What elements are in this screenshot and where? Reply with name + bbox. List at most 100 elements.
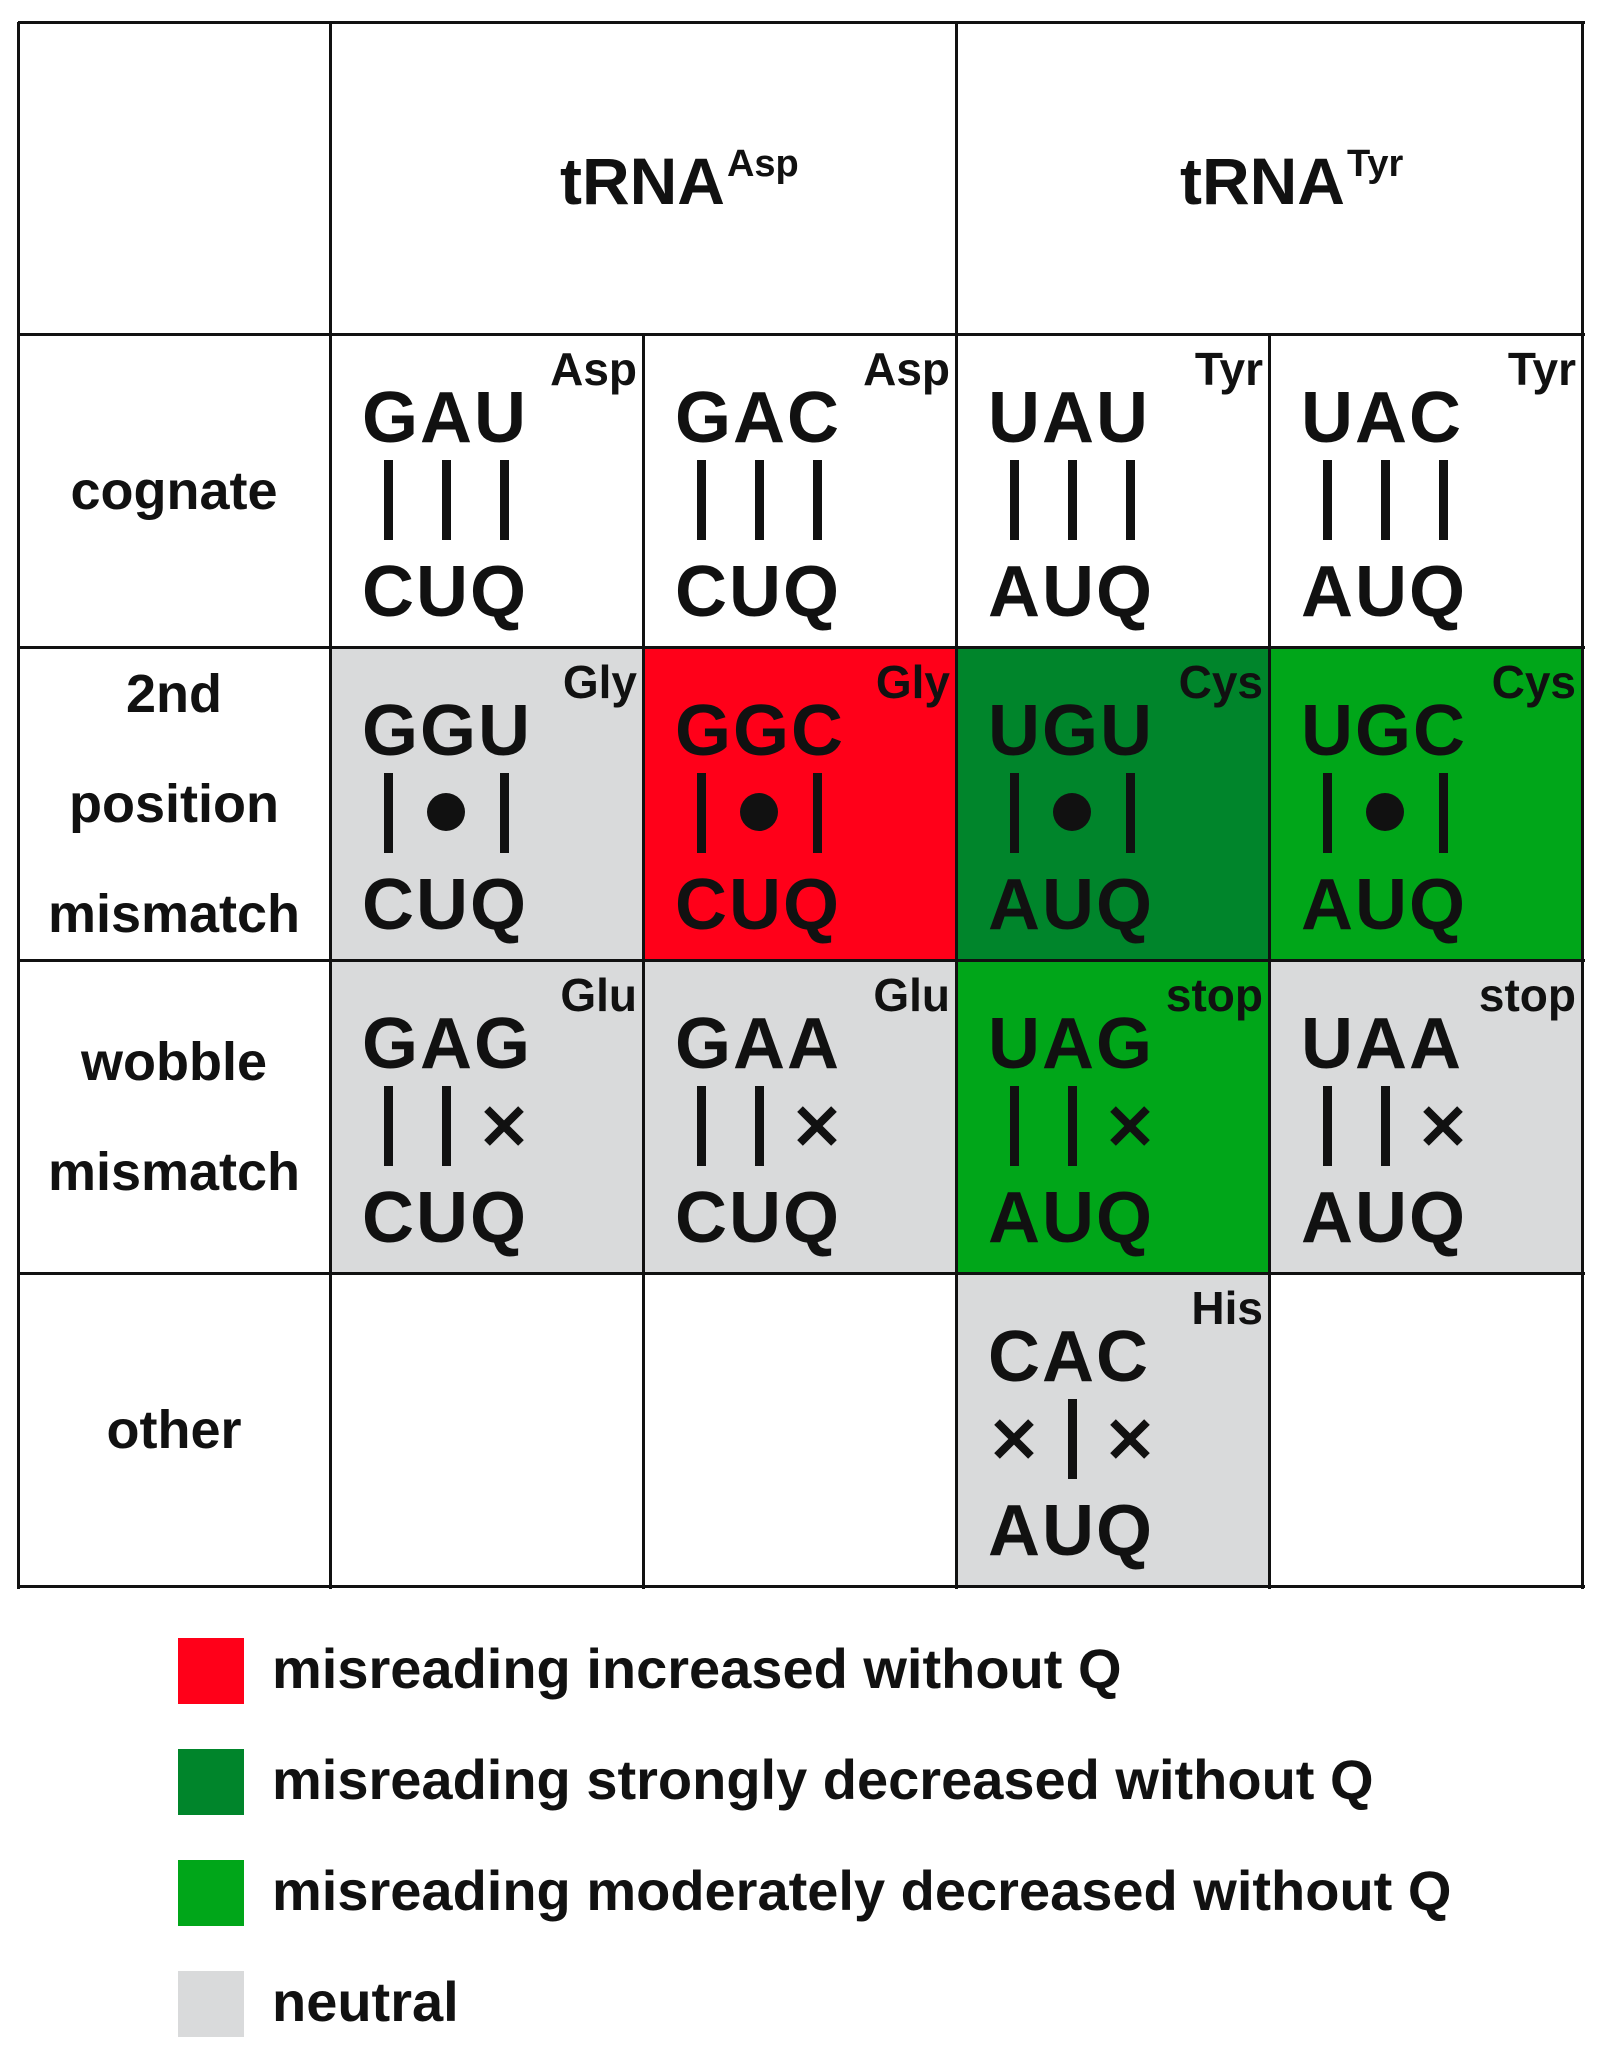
base-pairing <box>1307 460 1477 540</box>
watson-crick-pair-bar <box>1438 773 1448 853</box>
watson-crick-pair-bar <box>499 773 509 853</box>
codon: UAC <box>1301 378 1463 458</box>
anticodon: AUQ <box>988 1178 1154 1258</box>
watson-crick-pair-bar <box>1067 1399 1077 1479</box>
codon: GAU <box>362 378 528 458</box>
base-pairing <box>994 773 1164 853</box>
anticodon: CUQ <box>675 552 841 632</box>
legend-label-strongly_decreased: misreading strongly decreased without Q <box>272 1748 1374 1811</box>
mismatch-cross <box>1110 1419 1150 1459</box>
grid-hline-0 <box>18 21 1585 24</box>
watson-crick-pair-bar <box>1322 773 1332 853</box>
cell-r1-c1: GGC Gly CUQ <box>643 647 956 960</box>
mismatch-dot <box>1053 793 1091 831</box>
watson-crick-pair-bar <box>754 460 764 540</box>
legend-swatch-strongly_decreased <box>178 1749 244 1815</box>
legend-swatch-moderately_decreased <box>178 1860 244 1926</box>
codon: UAA <box>1301 1004 1463 1084</box>
row-label-line: cognate <box>70 460 278 521</box>
amino-acid-label: Cys <box>1178 656 1263 708</box>
base-pairing <box>681 773 851 853</box>
base-pairing <box>1307 773 1477 853</box>
base-pairing <box>994 460 1164 540</box>
anticodon: CUQ <box>362 1178 528 1258</box>
codon: UAU <box>988 378 1150 458</box>
row-label-line: other <box>106 1399 242 1460</box>
watson-crick-pair-bar <box>383 460 393 540</box>
row-label-line: 2nd <box>125 663 222 724</box>
amino-acid-label: Asp <box>550 343 637 395</box>
watson-crick-pair-bar <box>1009 773 1019 853</box>
watson-crick-pair-bar <box>1322 460 1332 540</box>
amino-acid-label: Glu <box>873 969 950 1021</box>
cell-r1-c2: UGU Cys AUQ <box>956 647 1269 960</box>
cell-r0-c3: UAC Tyr AUQ <box>1269 334 1582 647</box>
mismatch-cross <box>1423 1106 1463 1146</box>
codon: GAC <box>675 378 841 458</box>
anticodon: AUQ <box>1301 552 1467 632</box>
codon: GAA <box>675 1004 841 1084</box>
cell-r0-c2: UAU Tyr AUQ <box>956 334 1269 647</box>
amino-acid-label: Tyr <box>1194 343 1263 395</box>
cell-r1-c3: UGC Cys AUQ <box>1269 647 1582 960</box>
header-trna-tyr-sup: Tyr <box>1346 143 1404 185</box>
anticodon: CUQ <box>675 865 841 945</box>
grid-hline-1 <box>18 333 1585 336</box>
anticodon: AUQ <box>1301 865 1467 945</box>
cell-r2-c2: UAG stop AUQ <box>956 960 1269 1273</box>
codon: UGU <box>988 691 1154 771</box>
anticodon: AUQ <box>988 865 1154 945</box>
cell-r1-c0: GGU Gly CUQ <box>330 647 643 960</box>
base-pairing <box>368 773 538 853</box>
mismatch-cross <box>994 1419 1034 1459</box>
watson-crick-pair-bar <box>1067 460 1077 540</box>
amino-acid-label: Gly <box>875 656 950 708</box>
mismatch-cross <box>1110 1106 1150 1146</box>
watson-crick-pair-bar <box>499 460 509 540</box>
amino-acid-label: Tyr <box>1507 343 1576 395</box>
base-pairing <box>368 460 538 540</box>
cell-r2-c3: UAA stop AUQ <box>1269 960 1582 1273</box>
codon: CAC <box>988 1317 1150 1397</box>
base-pairing <box>681 1086 851 1166</box>
watson-crick-pair-bar <box>1067 1086 1077 1166</box>
legend-label-neutral: neutral <box>272 1970 459 2033</box>
header-trna-tyr: tRNATyr <box>1180 145 1403 214</box>
base-pairing <box>994 1086 1164 1166</box>
amino-acid-label: Cys <box>1491 656 1576 708</box>
base-pairing <box>994 1399 1164 1479</box>
codon: UAG <box>988 1004 1154 1084</box>
amino-acid-label: stop <box>1165 969 1263 1021</box>
codon: GGU <box>362 691 533 771</box>
watson-crick-pair-bar <box>1125 773 1135 853</box>
row-label-line: position <box>69 773 279 834</box>
amino-acid-label: Gly <box>562 656 637 708</box>
watson-crick-pair-bar <box>1322 1086 1332 1166</box>
watson-crick-pair-bar <box>1125 460 1135 540</box>
mismatch-dot <box>1366 793 1404 831</box>
cell-r2-c0: GAG Glu CUQ <box>330 960 643 1273</box>
watson-crick-pair-bar <box>812 460 822 540</box>
watson-crick-pair-bar <box>1009 460 1019 540</box>
watson-crick-pair-bar <box>1438 460 1448 540</box>
mismatch-cross <box>797 1106 837 1146</box>
watson-crick-pair-bar <box>441 1086 451 1166</box>
grid-hline-3 <box>18 959 1585 962</box>
anticodon: AUQ <box>1301 1178 1467 1258</box>
grid-vline-3 <box>955 22 958 1589</box>
watson-crick-pair-bar <box>696 1086 706 1166</box>
grid-vline-2 <box>642 334 645 1589</box>
mismatch-dot <box>427 793 465 831</box>
watson-crick-pair-bar <box>696 773 706 853</box>
legend-label-moderately_decreased: misreading moderately decreased without … <box>272 1859 1452 1922</box>
grid-hline-5 <box>18 1585 1585 1588</box>
base-pairing <box>1307 1086 1477 1166</box>
codon: GGC <box>675 691 846 771</box>
cell-r0-c1: GAC Asp CUQ <box>643 334 956 647</box>
anticodon: CUQ <box>675 1178 841 1258</box>
legend-label-increased: misreading increased without Q <box>272 1637 1122 1700</box>
header-trna-asp-sup: Asp <box>726 143 799 185</box>
cell-r2-c1: GAA Glu CUQ <box>643 960 956 1273</box>
header-trna-tyr-base: tRNA <box>1180 144 1345 218</box>
legend-swatch-increased <box>178 1638 244 1704</box>
